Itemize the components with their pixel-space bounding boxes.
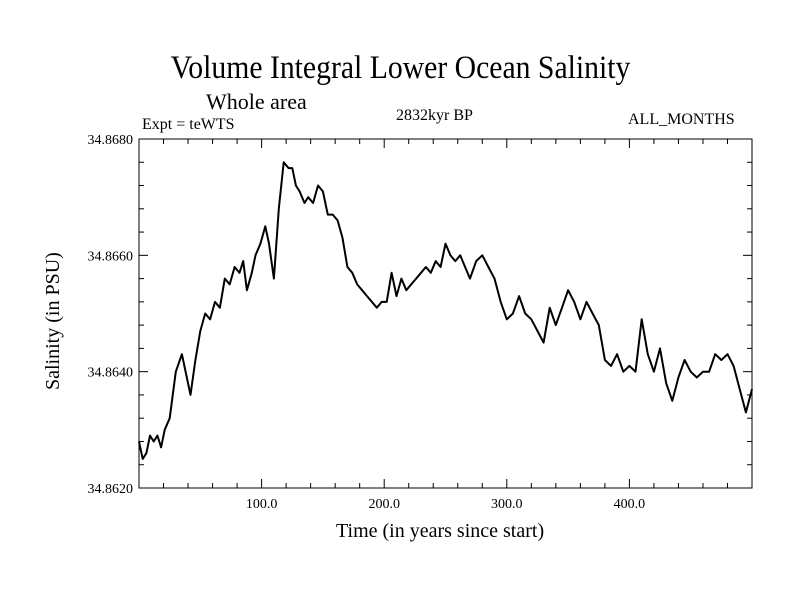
y-tick-label: 34.8640 <box>88 366 134 381</box>
chart-subtitle: Whole area <box>206 89 307 114</box>
x-tick-label: 200.0 <box>368 497 400 512</box>
x-axis-label: Time (in years since start) <box>336 520 545 542</box>
plot-frame <box>138 138 753 489</box>
y-tick-label: 34.8620 <box>88 482 134 497</box>
y-tick-label: 34.8680 <box>88 133 134 148</box>
x-tick-label: 300.0 <box>491 497 523 512</box>
chart-title: Volume Integral Lower Ocean Salinity <box>170 50 631 86</box>
salinity-series-line <box>138 161 753 460</box>
x-tick-label: 400.0 <box>614 497 646 512</box>
axis-ticks <box>139 139 752 488</box>
months-label: ALL_MONTHS <box>628 111 735 128</box>
x-tick-label: 100.0 <box>246 497 278 512</box>
experiment-label: Expt = teWTS <box>142 116 235 133</box>
axis-tick-labels: 100.0 200.0 300.0 400.0 34.8620 34.8640 34.866… <box>88 133 646 512</box>
period-label: 2832kyr BP <box>396 107 473 124</box>
y-tick-label: 34.8660 <box>88 249 134 264</box>
